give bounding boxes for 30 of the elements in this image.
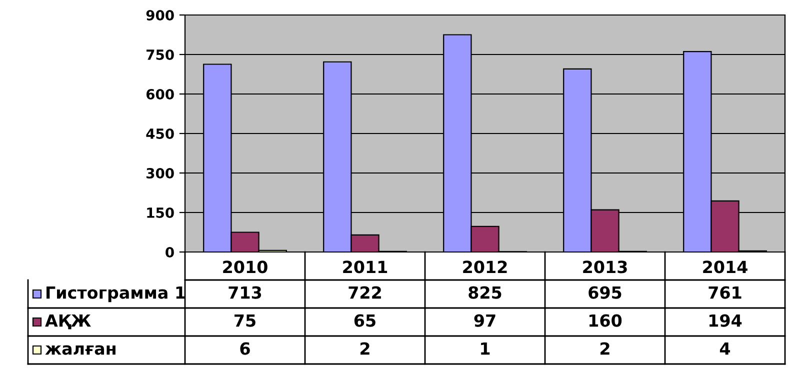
- y-tick-label: 150: [147, 207, 174, 218]
- data-label: 160: [589, 314, 622, 327]
- data-label: 194: [709, 314, 742, 327]
- data-label: 65: [354, 314, 376, 327]
- y-tick-label: 450: [146, 128, 174, 139]
- legend-label: Гистограмма 1: [46, 286, 185, 302]
- data-label: 695: [588, 286, 622, 299]
- legend-label: АҚЖ: [45, 314, 91, 330]
- data-label: 2: [600, 342, 610, 355]
- y-tick-label: 0: [166, 246, 174, 258]
- data-label: 4: [720, 342, 730, 355]
- y-tick-label: 600: [146, 88, 174, 100]
- x-tick-label: 2011: [343, 260, 388, 274]
- x-tick-label: 2012: [463, 260, 507, 274]
- data-label: 2: [360, 342, 370, 355]
- data-label: 97: [474, 314, 496, 327]
- data-label: 713: [228, 286, 262, 299]
- data-label: 722: [348, 286, 381, 299]
- data-label: 825: [468, 286, 502, 299]
- data-label: 761: [708, 286, 742, 299]
- legend-label: жалған: [45, 345, 116, 355]
- x-tick-label: 2013: [583, 260, 627, 274]
- y-tick-label: 300: [146, 168, 174, 178]
- y-tick-label: 750: [146, 49, 174, 60]
- data-label: 75: [234, 314, 256, 327]
- x-tick-label: 2014: [703, 260, 748, 274]
- x-tick-label: 2010: [223, 260, 268, 274]
- y-tick-label: 900: [146, 10, 174, 20]
- data-label: 1: [481, 342, 490, 355]
- data-label: 6: [240, 342, 250, 355]
